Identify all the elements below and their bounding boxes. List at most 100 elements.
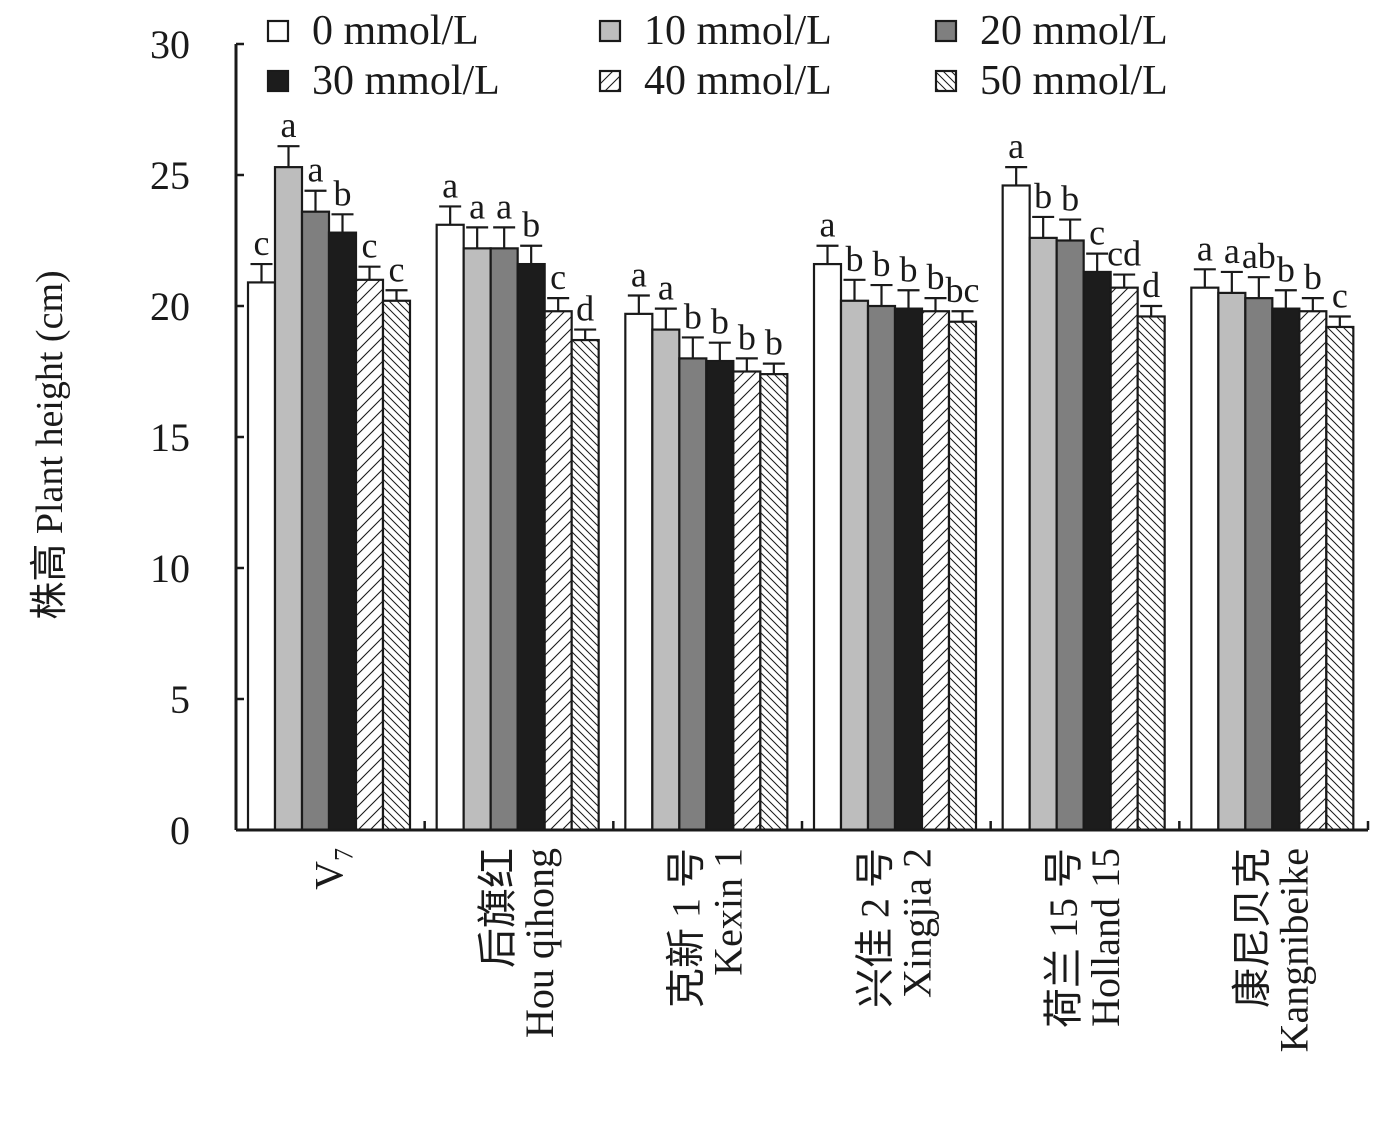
legend-swatch: [266, 19, 290, 43]
x-category-en: Kangnibeike: [1272, 848, 1317, 1052]
bar: [920, 310, 951, 832]
significance-letter: b: [1061, 179, 1079, 219]
x-axis: [234, 821, 1370, 832]
bar: [354, 278, 385, 832]
bar: [1217, 291, 1247, 832]
bar: [273, 166, 304, 832]
significance-letter: b: [900, 249, 918, 289]
significance-letter: c: [389, 249, 405, 289]
significance-letter: c: [1089, 213, 1105, 253]
bar: [1028, 236, 1058, 832]
bar: [435, 223, 465, 832]
significance-letter: b: [927, 257, 945, 297]
x-category-subscript: 7: [329, 848, 358, 861]
y-axis: 0 5 10 15 20 25 30: [150, 22, 244, 853]
bar: [732, 370, 762, 832]
significance-letter: a: [496, 186, 512, 226]
x-category-en: Kexin 1: [706, 848, 751, 976]
legend: 0 mmol/L 10 mmol/L 20 mmol/L 30 mmol/L 40 mm…: [266, 8, 1168, 104]
bar: [759, 373, 789, 832]
bar: [1298, 310, 1328, 832]
significance-letter: a: [442, 165, 458, 205]
y-tick-label: 25: [150, 153, 190, 198]
x-category-en: Holland 15: [1083, 848, 1128, 1027]
x-category-main: V: [306, 861, 351, 890]
x-category-cn: 荷兰 15 号: [1041, 848, 1086, 1028]
significance-letter: cd: [1107, 234, 1141, 274]
significance-letter: a: [820, 205, 836, 245]
bar: [570, 338, 600, 832]
significance-letter: b: [684, 296, 702, 336]
bar: [1244, 297, 1274, 832]
bar: [1055, 239, 1085, 832]
significance-letter: bc: [946, 270, 980, 310]
x-category-text: V7: [306, 848, 358, 890]
bar: [866, 304, 897, 832]
y-tick-label: 0: [170, 808, 190, 853]
y-axis-label: 株高 Plant height (cm): [29, 270, 71, 619]
significance-letter: b: [334, 173, 352, 213]
significance-letter: d: [1142, 265, 1160, 305]
significance-letter: a: [1197, 228, 1213, 268]
legend-swatch: [266, 69, 290, 93]
bar: [1109, 286, 1139, 832]
significance-letter: a: [281, 105, 297, 145]
legend-swatch: [934, 19, 958, 43]
bar: [678, 357, 708, 832]
bar: [462, 247, 492, 832]
legend-label: 40 mmol/L: [644, 58, 832, 104]
y-axis-label-group: 株高 Plant height (cm): [29, 270, 71, 619]
legend-label: 20 mmol/L: [980, 8, 1168, 54]
bar: [893, 307, 924, 832]
significance-letter: b: [1304, 257, 1322, 297]
x-category-cn: 后旗红: [475, 848, 520, 968]
significance-letter: b: [522, 205, 540, 245]
bar: [516, 262, 546, 832]
legend-label: 10 mmol/L: [644, 8, 832, 54]
legend-swatch: [934, 69, 958, 93]
bar: [1325, 325, 1355, 832]
legend-label: 50 mmol/L: [980, 58, 1168, 104]
significance-letter: b: [846, 239, 864, 279]
bar: [812, 262, 843, 832]
bar: [705, 359, 735, 832]
bar: [839, 299, 870, 832]
y-tick-label: 10: [150, 546, 190, 591]
significance-letter: c: [1332, 275, 1348, 315]
legend-label: 0 mmol/L: [312, 8, 479, 54]
legend-swatch: [598, 19, 622, 43]
bar: [327, 231, 358, 832]
y-tick-label: 20: [150, 284, 190, 329]
significance-letter: a: [631, 255, 647, 295]
bar: [489, 247, 519, 832]
x-category-en: Hou qihong: [517, 848, 562, 1038]
bar: [1271, 307, 1301, 832]
y-tick-label: 5: [170, 677, 190, 722]
bar: [300, 210, 331, 832]
significance-letter: a: [469, 186, 485, 226]
bar: [1190, 286, 1220, 832]
bar: [624, 312, 654, 832]
significance-letter: b: [1034, 176, 1052, 216]
y-tick-label: 30: [150, 22, 190, 67]
bar: [1001, 184, 1031, 832]
legend-swatch: [598, 69, 622, 93]
x-category-en: Xingjia 2: [894, 848, 939, 998]
significance-letter: c: [254, 223, 270, 263]
significance-letter: b: [873, 244, 891, 284]
bar: [543, 310, 573, 832]
legend-label: 30 mmol/L: [312, 58, 500, 104]
significance-letter: c: [362, 226, 378, 266]
bar: [947, 320, 978, 832]
bar: [651, 328, 681, 832]
bar: [1082, 270, 1112, 832]
x-category-label: V7: [306, 848, 358, 890]
significance-letter: ab: [1242, 236, 1276, 276]
x-category-cn: 康尼贝克: [1230, 848, 1275, 1008]
bar: [246, 281, 277, 832]
significance-letter: d: [576, 289, 594, 329]
